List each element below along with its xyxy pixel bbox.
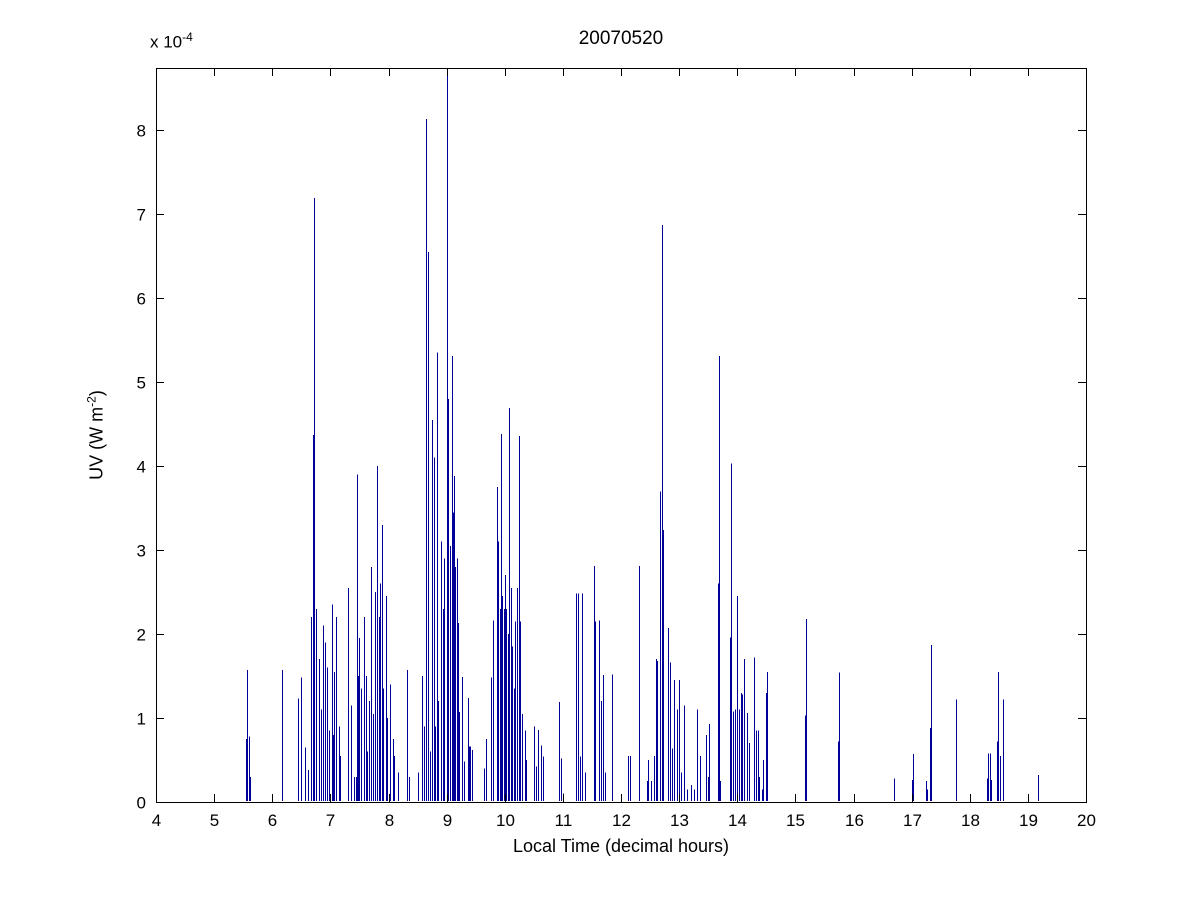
x-tick-label: 7 (326, 811, 335, 830)
x-tick-label: 8 (385, 811, 394, 830)
chart-title: 20070520 (578, 28, 664, 49)
y-axis-exponent: x 10-4 (150, 30, 193, 52)
x-tick-label: 19 (1019, 811, 1038, 830)
y-tick-label: 0 (137, 794, 146, 813)
y-axis-label: UV (W m-2) (84, 390, 107, 480)
x-tick-label: 10 (496, 811, 515, 830)
x-tick-label: 9 (443, 811, 452, 830)
y-tick-label: 2 (137, 626, 146, 645)
x-axis-label: Local Time (decimal hours) (512, 836, 730, 856)
x-tick-label: 17 (903, 811, 922, 830)
x-tick-label: 16 (845, 811, 864, 830)
x-tick-label: 4 (152, 811, 161, 830)
x-tick-label: 14 (728, 811, 747, 830)
x-tick-label: 18 (961, 811, 980, 830)
y-tick-label: 8 (137, 122, 146, 141)
x-tick-label: 11 (555, 811, 573, 830)
y-tick-label: 7 (137, 206, 146, 225)
y-tick-label: 3 (137, 542, 146, 561)
y-tick-label: 4 (137, 458, 146, 477)
y-tick-label: 6 (137, 290, 146, 309)
y-tick-label: 1 (137, 710, 146, 729)
plot-frame (156, 68, 1087, 803)
x-tick-label: 5 (210, 811, 219, 830)
x-tick-label: 20 (1077, 811, 1096, 830)
y-tick-label: 5 (137, 374, 146, 393)
x-tick-label: 15 (786, 811, 805, 830)
x-tick-label: 6 (268, 811, 277, 830)
x-tick-label: 12 (612, 811, 631, 830)
x-tick-label: 13 (670, 811, 689, 830)
